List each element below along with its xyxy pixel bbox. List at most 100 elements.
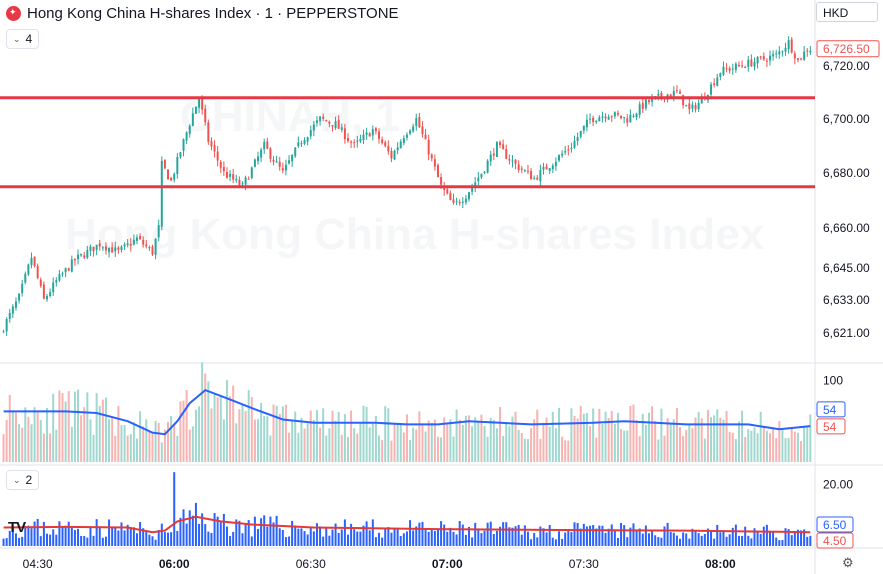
candle-body bbox=[337, 119, 340, 129]
volume-bar bbox=[114, 435, 117, 462]
volume-bar bbox=[303, 428, 306, 462]
volume-bar bbox=[257, 419, 260, 462]
indicator-bar bbox=[216, 516, 219, 546]
indicator-bar bbox=[461, 524, 464, 546]
candle-body bbox=[685, 104, 688, 107]
candle-body bbox=[167, 169, 170, 180]
indicator-bar bbox=[455, 534, 458, 546]
indicator-bar bbox=[666, 522, 669, 546]
indicator-bar bbox=[551, 537, 554, 546]
volume-bar bbox=[58, 390, 61, 462]
volume-bar bbox=[607, 417, 610, 462]
candle-body bbox=[787, 40, 790, 50]
candle-body bbox=[123, 244, 126, 247]
indicator-bar bbox=[86, 537, 89, 546]
time-axis-tick-label: 06:30 bbox=[296, 557, 326, 571]
candle-body bbox=[14, 301, 17, 308]
candle-body bbox=[517, 164, 520, 171]
candle-body bbox=[793, 53, 796, 59]
volume-bar bbox=[346, 437, 349, 462]
indicator-bar bbox=[700, 535, 703, 546]
indicator-bar bbox=[325, 527, 328, 546]
candle-body bbox=[142, 240, 145, 245]
candle-body bbox=[784, 47, 787, 52]
volume-bar bbox=[557, 407, 560, 462]
volume-bars-group bbox=[2, 362, 812, 462]
indicator-bar bbox=[374, 537, 377, 546]
candle-body bbox=[235, 178, 238, 181]
currency-selector[interactable]: HKD bbox=[816, 2, 878, 22]
indicator-bar bbox=[495, 530, 498, 546]
volume-bar bbox=[207, 381, 210, 462]
volume-bar bbox=[719, 417, 722, 462]
indicator-bar bbox=[204, 524, 207, 546]
volume-value-badge bbox=[816, 401, 846, 418]
candle-body bbox=[412, 126, 415, 132]
volume-bar bbox=[222, 419, 225, 462]
candle-body bbox=[598, 117, 601, 122]
indicator-bar bbox=[185, 523, 188, 546]
volume-bar bbox=[129, 434, 132, 462]
volume-bar bbox=[365, 406, 368, 462]
volume-bar bbox=[24, 407, 27, 462]
indicator-bar bbox=[660, 537, 663, 546]
price-pane-collapse-button[interactable]: ⌄ 4 bbox=[6, 29, 40, 49]
volume-bar bbox=[530, 428, 533, 462]
indicator-bar bbox=[616, 537, 619, 546]
candle-body bbox=[520, 168, 523, 170]
candle-body bbox=[440, 177, 443, 185]
volume-bar bbox=[592, 408, 595, 462]
indicator-bar bbox=[533, 532, 536, 546]
volume-bar bbox=[139, 411, 142, 462]
candle-body bbox=[635, 113, 638, 118]
candle-body bbox=[325, 120, 328, 122]
indicator-bar bbox=[725, 536, 728, 546]
indicator-bar bbox=[647, 533, 650, 546]
indicator-bar bbox=[464, 534, 467, 546]
indicator-bar bbox=[179, 517, 182, 546]
candle-body bbox=[241, 183, 244, 185]
settings-gear-icon[interactable]: ⚙ bbox=[842, 555, 854, 570]
indicator-bar bbox=[514, 526, 517, 546]
indicator-bar bbox=[135, 533, 138, 546]
volume-bar bbox=[281, 406, 284, 462]
watermark-symbol: CHINAH, 1 bbox=[180, 92, 401, 141]
candle-body bbox=[359, 138, 362, 142]
candle-body bbox=[331, 124, 334, 127]
volume-bar bbox=[579, 406, 582, 462]
indicator-bar bbox=[334, 523, 337, 546]
candle-body bbox=[691, 104, 694, 109]
indicator-bar bbox=[36, 518, 39, 546]
indicator-bar bbox=[120, 522, 123, 546]
candle-body bbox=[660, 93, 663, 98]
indicator-bar bbox=[589, 525, 592, 546]
candle-body bbox=[561, 153, 564, 156]
volume-bar bbox=[641, 413, 644, 462]
candle-body bbox=[452, 199, 455, 203]
indicator-bar bbox=[266, 526, 269, 546]
volume-bar bbox=[663, 435, 666, 462]
volume-bar bbox=[468, 415, 471, 462]
indicator-bar bbox=[129, 527, 132, 546]
indicator-bar bbox=[356, 531, 359, 546]
indicator-bar bbox=[741, 535, 744, 546]
indicator-pane-collapse-button[interactable]: ⌄ 2 bbox=[6, 470, 40, 490]
indicator-bar bbox=[526, 531, 529, 546]
candle-body bbox=[104, 246, 107, 251]
indicator-bar bbox=[610, 524, 613, 546]
indicator-bar bbox=[585, 526, 588, 546]
indicator-bar bbox=[275, 515, 278, 546]
candle-body bbox=[530, 171, 533, 180]
volume-bar bbox=[554, 428, 557, 462]
volume-bar bbox=[300, 417, 303, 462]
candle-body bbox=[387, 145, 390, 152]
candle-body bbox=[132, 239, 135, 245]
candle-body bbox=[253, 159, 256, 167]
volume-bar bbox=[747, 429, 750, 462]
volume-bar bbox=[219, 396, 222, 462]
candle-body bbox=[353, 142, 356, 144]
volume-bar bbox=[167, 421, 170, 462]
indicator-bar bbox=[440, 521, 443, 546]
watermark-name: Hong Kong China H-shares Index bbox=[65, 210, 765, 259]
